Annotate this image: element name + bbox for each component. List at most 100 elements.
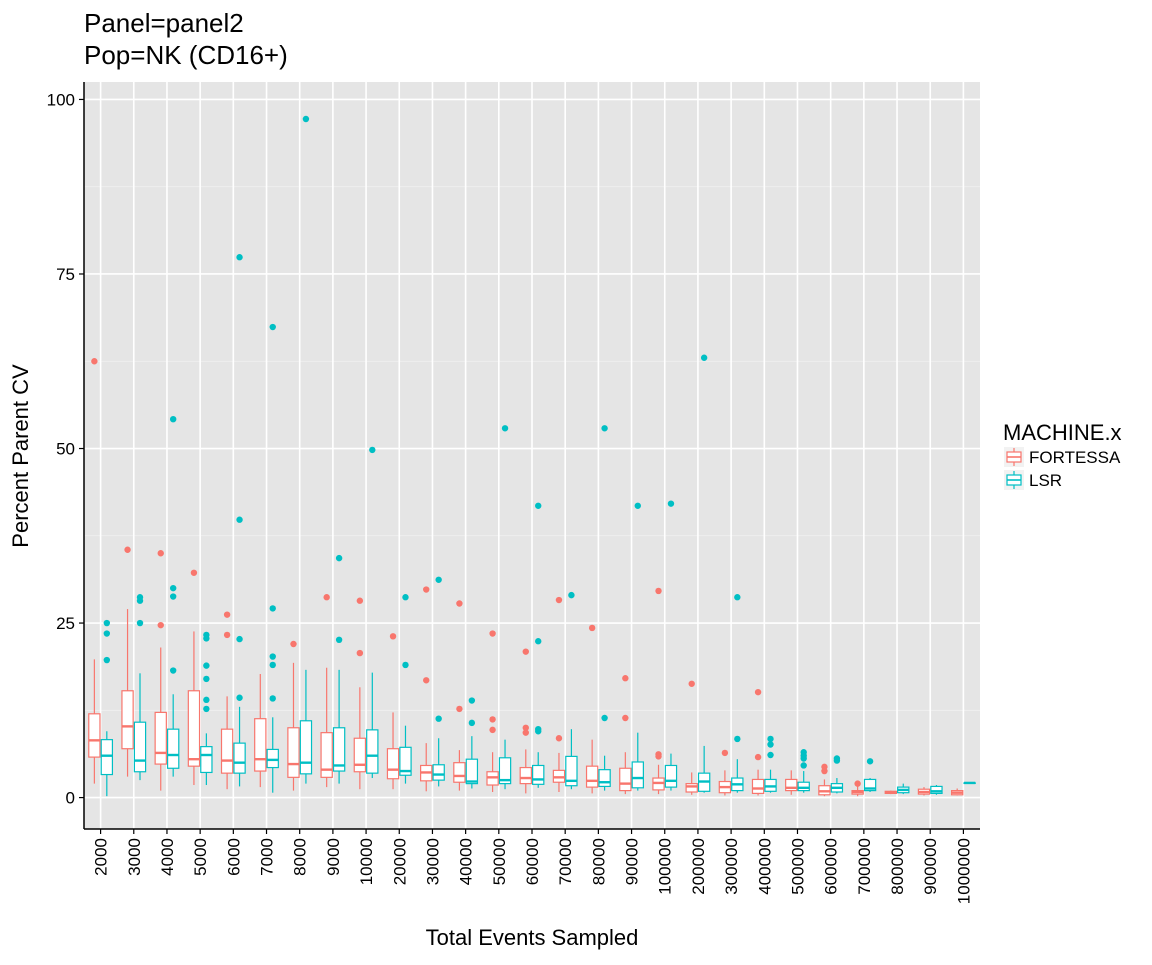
outlier-point [389, 633, 397, 640]
box-iqr [399, 746, 412, 776]
box-lsr-900000 [930, 785, 943, 795]
x-tick-label: 8000 [291, 838, 310, 876]
outlier-point [754, 753, 762, 761]
x-tick-label: 90000 [623, 838, 642, 885]
outlier-point [236, 254, 243, 261]
y-tick-label: 50 [56, 440, 75, 459]
legend-title: MACHINE.x [1003, 420, 1122, 445]
outlier-point [335, 554, 343, 562]
box-fortessa-70000 [552, 596, 566, 792]
box-lsr-700000 [863, 758, 877, 792]
box-iqr [187, 690, 201, 767]
x-tick-label: 200000 [689, 838, 708, 895]
outlier-point [535, 728, 542, 735]
box-fortessa-50000 [486, 630, 499, 792]
box-fortessa-800000 [884, 790, 898, 795]
box-lsr-600000 [830, 755, 844, 794]
outlier-point [754, 688, 762, 696]
box-lsr-2000 [100, 619, 114, 797]
x-tick-label: 40000 [457, 838, 476, 885]
outlier-point [767, 741, 774, 748]
outlier-point [588, 624, 596, 632]
x-tick-label: 600000 [822, 838, 841, 895]
outlier-point [601, 714, 608, 722]
outlier-point [169, 415, 177, 423]
box-iqr [664, 764, 678, 788]
outlier-point [800, 755, 807, 762]
x-tick-label: 70000 [556, 838, 575, 885]
box-lsr-5000 [200, 631, 213, 786]
x-tick-label: 900000 [921, 838, 940, 895]
y-tick-label: 0 [66, 789, 75, 808]
x-tick-label: 10000 [357, 838, 376, 885]
outlier-point [203, 635, 210, 642]
box-fortessa-600000 [818, 763, 831, 797]
outlier-point [489, 630, 496, 637]
outlier-point [190, 569, 198, 576]
x-tick-label: 20000 [390, 838, 409, 885]
box-lsr-3000 [133, 594, 147, 781]
outlier-point [203, 662, 210, 669]
outlier-point [157, 621, 164, 629]
outlier-point [555, 735, 563, 742]
box-lsr-40000 [465, 697, 479, 789]
box-fortessa-9000 [320, 594, 333, 788]
box-lsr-80000 [598, 425, 611, 791]
chart-title-line-1: Panel=panel2 [84, 8, 244, 38]
x-tick-label: 60000 [523, 838, 542, 885]
outlier-point [655, 587, 662, 595]
outlier-point [821, 767, 828, 775]
outlier-point [655, 753, 662, 760]
box-iqr [432, 764, 445, 781]
outlier-point [402, 661, 409, 669]
box-fortessa-2000 [88, 358, 101, 784]
x-tick-label: 3000 [125, 838, 144, 876]
outlier-point [91, 358, 98, 365]
box-iqr [386, 748, 400, 780]
box-iqr [585, 765, 599, 788]
legend-key-lsr [1004, 470, 1024, 490]
x-tick-label: 700000 [855, 838, 874, 895]
box-iqr [299, 720, 313, 775]
outlier-point [223, 611, 231, 618]
x-tick-label: 1000000 [954, 838, 973, 904]
box-lsr-7000 [266, 323, 279, 793]
legend-key-fortessa [1004, 447, 1024, 467]
box-iqr [220, 728, 234, 774]
y-tick-label: 75 [56, 265, 75, 284]
box-fortessa-8000 [287, 640, 300, 791]
outlier-point [169, 667, 177, 674]
x-tick-label: 80000 [589, 838, 608, 885]
outlier-point [124, 546, 131, 553]
x-tick-label: 6000 [224, 838, 243, 876]
outlier-point [136, 619, 144, 627]
box-iqr [88, 713, 101, 758]
outlier-point [369, 446, 376, 454]
box-iqr [565, 755, 578, 787]
outlier-point [767, 735, 774, 743]
box-lsr-20000 [399, 594, 412, 784]
outlier-point [157, 550, 164, 557]
outlier-point [136, 597, 144, 604]
box-lsr-30000 [432, 576, 445, 787]
outlier-point [435, 576, 442, 583]
box-iqr [619, 767, 632, 792]
box-lsr-1000000 [963, 781, 976, 785]
box-iqr [332, 727, 346, 772]
box-lsr-6000 [233, 254, 246, 787]
x-tick-label: 4000 [158, 838, 177, 876]
outlier-point [468, 697, 476, 704]
box-iqr [154, 711, 167, 765]
outlier-point [688, 680, 695, 687]
box-iqr [233, 742, 246, 774]
outlier-point [269, 653, 276, 660]
outlier-point [335, 636, 343, 644]
outlier-point [721, 749, 729, 757]
box-fortessa-7000 [254, 674, 267, 788]
outlier-point [734, 594, 741, 601]
y-axis-ticks: 0 25 50 75 100 [47, 90, 84, 808]
outlier-point [456, 705, 463, 713]
box-lsr-8000 [299, 115, 313, 784]
box-iqr [100, 739, 114, 776]
outlier-point [269, 605, 276, 612]
